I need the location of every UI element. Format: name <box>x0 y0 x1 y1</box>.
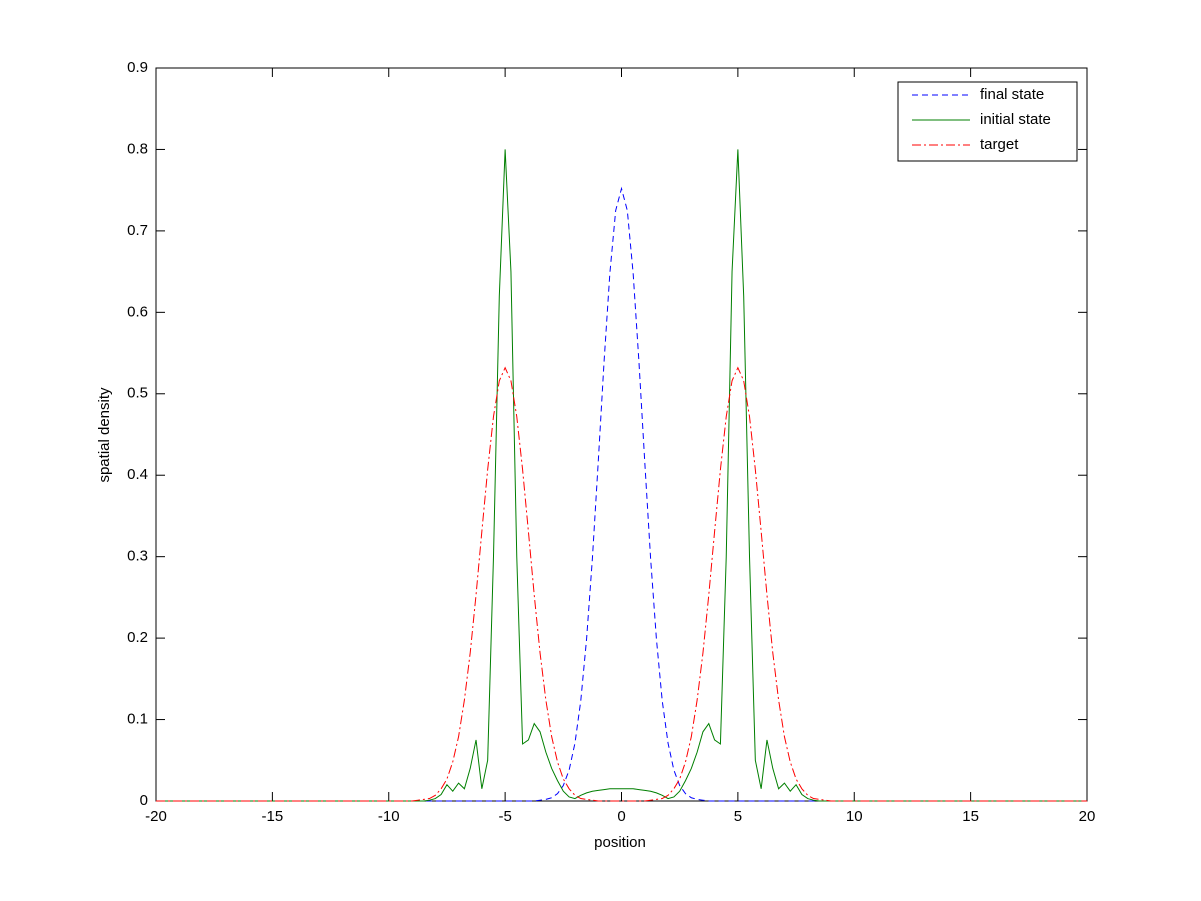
data-line <box>156 186 1087 802</box>
y-axis-label: spatial density <box>96 387 113 483</box>
x-tick-label: 0 <box>617 808 625 825</box>
x-tick-label: -15 <box>262 808 284 825</box>
legend-label: final state <box>980 86 1044 103</box>
x-tick-label: 5 <box>734 808 742 825</box>
y-tick-label: 0.8 <box>127 140 148 157</box>
x-tick-label: -20 <box>145 808 167 825</box>
x-tick-label: 15 <box>962 808 979 825</box>
y-tick-label: 0.7 <box>127 222 148 239</box>
y-tick-label: 0.4 <box>127 466 148 483</box>
legend-label: initial state <box>980 111 1051 128</box>
y-tick-label: 0.2 <box>127 629 148 646</box>
data-line <box>156 149 1087 802</box>
y-tick-label: 0 <box>140 792 148 809</box>
x-tick-label: 10 <box>846 808 863 825</box>
x-axis-label: position <box>594 834 646 851</box>
x-tick-label: -10 <box>378 808 400 825</box>
y-tick-label: 0.5 <box>127 385 148 402</box>
data-line <box>156 366 1087 802</box>
y-tick-label: 0.6 <box>127 303 148 320</box>
plot-area <box>155 67 1088 802</box>
y-tick-label: 0.1 <box>127 711 148 728</box>
legend-label: target <box>980 136 1019 153</box>
x-tick-label: -5 <box>498 808 511 825</box>
y-tick-label: 0.9 <box>127 59 148 76</box>
y-tick-label: 0.3 <box>127 548 148 565</box>
x-tick-label: 20 <box>1079 808 1096 825</box>
